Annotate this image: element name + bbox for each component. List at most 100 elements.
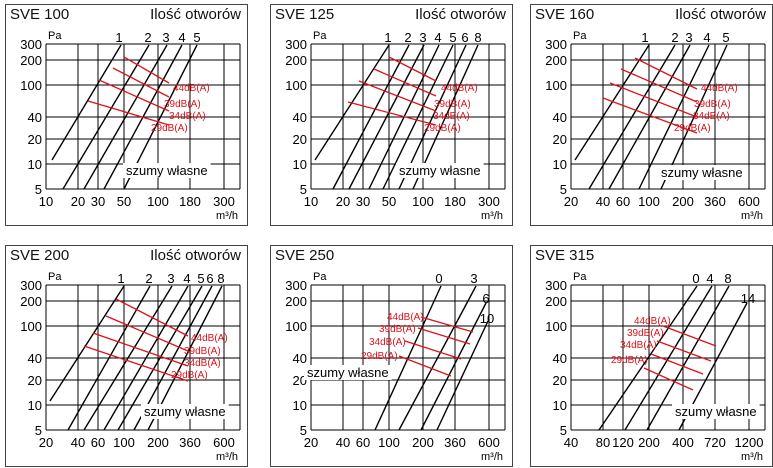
x-tick-label: 200 (672, 194, 694, 209)
x-tick-label: 600 (738, 194, 760, 209)
noise-level-label: 44dB(A) (701, 83, 738, 94)
x-tick-label: 720 (704, 435, 726, 450)
y-tick-label: 300 (20, 278, 42, 293)
y-tick-label: 20 (553, 132, 567, 147)
chart-title: Ilość otworów (415, 6, 506, 23)
x-tick-label: 300 (478, 194, 500, 209)
noise-level-label: 44dB(A) (634, 316, 671, 327)
annotation-bg (658, 165, 746, 180)
x-tick-label: 120 (612, 435, 634, 450)
y-tick-label: 5 (35, 423, 42, 438)
noise-level-label: 29dB(A) (171, 370, 208, 381)
grid (310, 43, 506, 190)
series-line (374, 285, 442, 431)
series-line (598, 285, 698, 431)
annotation-bg (672, 404, 760, 419)
noise-line (92, 332, 189, 367)
series-line (103, 285, 189, 431)
y-tick-label: 300 (285, 278, 307, 293)
curve-label: 0 (692, 271, 699, 286)
curve-label: 3 (470, 271, 477, 286)
x-tick-label: 200 (412, 435, 434, 450)
noise-level-label: 44dB(A) (191, 333, 228, 344)
y-tick-label: 100 (20, 319, 42, 334)
noise-line (602, 97, 698, 134)
curve-label: 3 (419, 30, 426, 45)
annotation-bg (141, 404, 229, 419)
series-line (574, 44, 650, 161)
x-tick-label: 40 (71, 435, 85, 450)
series-line (332, 44, 410, 190)
chart-model-title: SVE 200 (10, 247, 70, 264)
self-noise-annotation: szumy własne (126, 163, 208, 178)
x-tick-label: 20 (71, 194, 85, 209)
y-axis-label: Pa (573, 30, 587, 42)
noise-level-label: 34dB(A) (369, 337, 406, 348)
y-tick-label: 100 (285, 78, 307, 93)
y-tick-label: 40 (28, 110, 42, 125)
y-tick-label: 200 (545, 53, 567, 68)
noise-line (98, 79, 170, 112)
curve-label: 1 (117, 271, 124, 286)
curve-label: 1 (384, 30, 391, 45)
noise-line (123, 56, 170, 84)
y-tick-label: 100 (285, 319, 307, 334)
series-curves (598, 285, 748, 431)
series-line (398, 285, 477, 431)
x-tick-label: 360 (704, 194, 726, 209)
noise-line (404, 340, 462, 360)
y-tick-label: 5 (35, 182, 42, 197)
x-tick-label: 10 (304, 194, 318, 209)
noise-level-label: 39dB(A) (627, 328, 664, 339)
self-noise-annotation: szumy własne (399, 163, 481, 178)
x-tick-label: 20 (39, 435, 53, 450)
x-axis-label: m³/h (216, 210, 238, 222)
curve-label: 8 (474, 30, 481, 45)
annotation-bg (396, 163, 484, 178)
noise-line (347, 101, 437, 126)
curve-label: 3 (685, 30, 692, 45)
curve-label: 5 (449, 30, 456, 45)
y-tick-label: 300 (545, 278, 567, 293)
y-tick-label: 200 (285, 294, 307, 309)
curve-label: 4 (434, 30, 441, 45)
noise-line (373, 68, 437, 97)
y-tick-label: 20 (293, 132, 307, 147)
chart-panel: SVE 160 Ilość otworów 300 200 100 40 20 10 5 20 40… (530, 4, 773, 226)
y-tick-label: 40 (553, 110, 567, 125)
noise-line (388, 56, 437, 82)
curve-label: 5 (193, 30, 200, 45)
noise-level-label: 34dB(A) (184, 358, 221, 369)
noise-level-label: 34dB(A) (433, 111, 470, 122)
noise-level-label: 34dB(A) (620, 340, 657, 351)
x-tick-label: 30 (91, 194, 105, 209)
noise-level-label: 29dB(A) (674, 123, 711, 134)
curve-label: 4 (703, 30, 710, 45)
y-tick-label: 200 (545, 294, 567, 309)
curve-label: 3 (162, 30, 169, 45)
noise-lines (398, 316, 474, 377)
x-tick-label: 20 (304, 435, 318, 450)
curve-label: 4 (706, 271, 713, 286)
series-line (608, 44, 691, 190)
y-tick-label: 10 (553, 398, 567, 413)
series-line (83, 44, 168, 190)
y-tick-label: 5 (560, 182, 567, 197)
noise-level-label: 39dB(A) (184, 346, 221, 357)
y-tick-label: 100 (545, 78, 567, 93)
noise-line (656, 340, 712, 362)
noise-line (420, 316, 474, 333)
grid (570, 284, 766, 431)
noise-level-label: 44dB(A) (387, 312, 424, 323)
series-line (638, 44, 710, 190)
y-tick-label: 20 (293, 373, 307, 388)
x-tick-label: 10 (39, 194, 53, 209)
y-tick-label: 5 (560, 423, 567, 438)
series-line (420, 302, 487, 431)
curve-label: 8 (217, 271, 224, 286)
noise-line (87, 100, 170, 126)
x-tick-label: 60 (616, 194, 630, 209)
